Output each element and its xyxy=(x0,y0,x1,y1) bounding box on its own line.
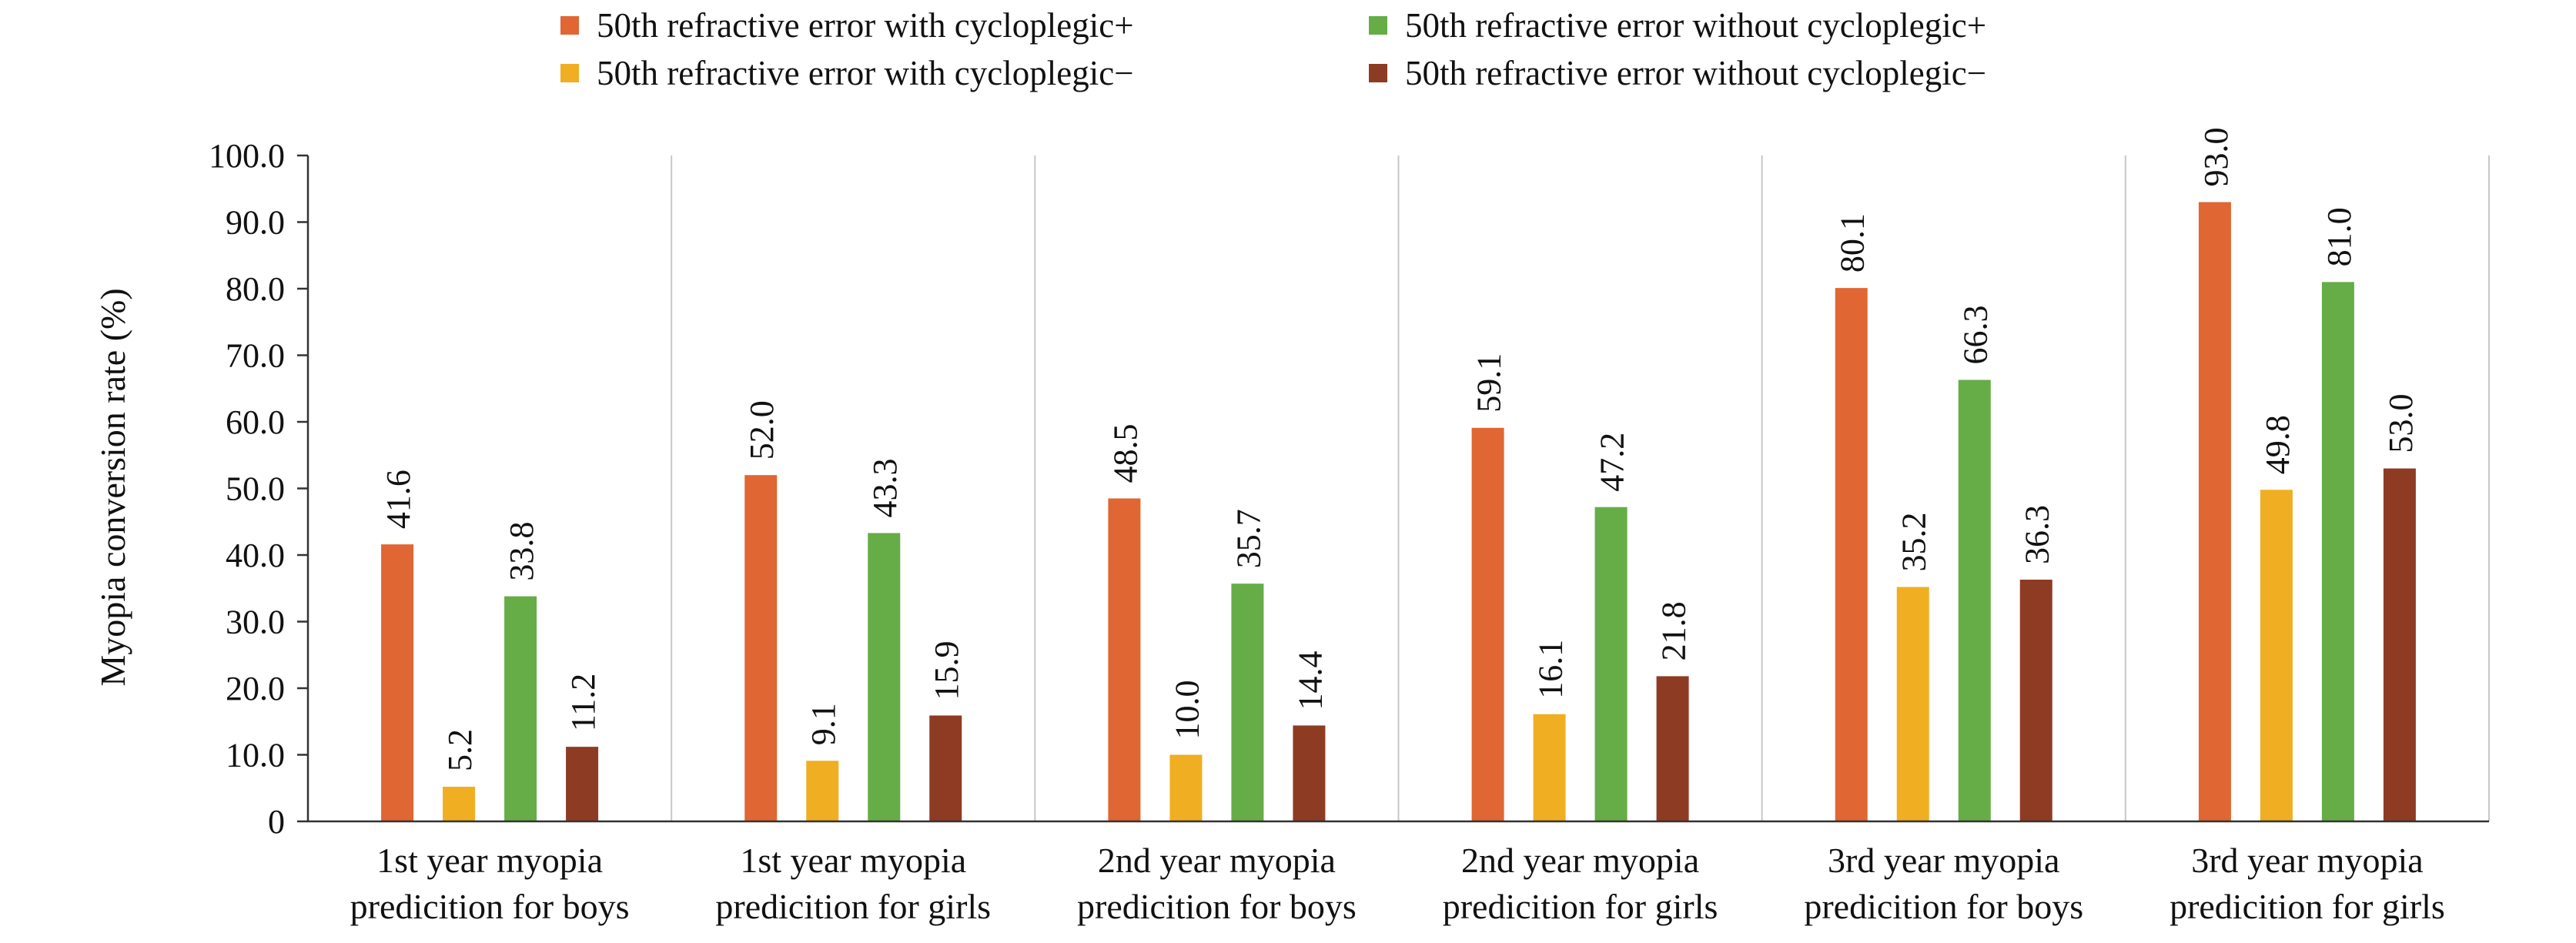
legend-label: 50th refractive error without cycloplegi… xyxy=(1405,54,1986,92)
category-label: 2nd year myopia predicition for girls xyxy=(1443,841,1718,926)
data-label: 49.8 xyxy=(2259,415,2297,474)
y-tick-label: 30.0 xyxy=(226,604,285,641)
bar xyxy=(1231,584,1264,821)
data-labels: 41.6 5.2 33.8 11.2 52.0 9.1 43.3 15.9 48.5 10.0 35… xyxy=(380,128,2420,771)
data-label: 36.3 xyxy=(2019,505,2056,564)
data-label: 5.2 xyxy=(441,729,479,771)
y-tick-label: 40.0 xyxy=(226,537,285,574)
category-label-line: 1st year myopia xyxy=(376,841,603,880)
bar xyxy=(443,787,476,821)
data-label: 15.9 xyxy=(928,640,965,700)
data-label: 11.2 xyxy=(564,674,602,731)
y-tick-labels: 0 10.0 20.0 30.0 40.0 50.0 60.0 70.0 80.0 90.0 100… xyxy=(209,137,285,841)
data-label: 41.6 xyxy=(380,470,417,529)
y-tick-label: 90.0 xyxy=(226,204,285,242)
category-label-line: predicition for boys xyxy=(350,887,630,926)
category-label-line: predicition for boys xyxy=(1804,887,2083,926)
category-label-line: 3rd year myopia xyxy=(1828,841,2059,880)
category-separators xyxy=(671,155,2490,821)
data-label: 48.5 xyxy=(1106,423,1144,483)
data-label: 10.0 xyxy=(1168,680,1206,740)
bar xyxy=(1896,587,1929,821)
legend-label: 50th refractive error with cycloplegic− xyxy=(597,54,1134,92)
data-label: 14.4 xyxy=(1291,650,1329,710)
category-label-line: 2nd year myopia xyxy=(1098,841,1336,880)
legend-swatch xyxy=(1369,64,1387,82)
bar xyxy=(2383,468,2416,821)
category-label-line: predicition for boys xyxy=(1077,887,1357,926)
bar xyxy=(1835,288,1868,821)
bar xyxy=(1594,507,1628,821)
axes xyxy=(297,154,2489,823)
y-tick-label: 100.0 xyxy=(209,137,285,175)
bar xyxy=(929,715,962,821)
y-tick-label: 80.0 xyxy=(226,270,285,308)
category-label: 1st year myopia predicition for girls xyxy=(715,841,991,926)
bar xyxy=(2019,580,2052,821)
bar xyxy=(504,596,537,821)
bar xyxy=(1108,498,1141,821)
y-tick-label: 50.0 xyxy=(226,470,285,508)
category-label: 3rd year myopia predicition for boys xyxy=(1804,841,2083,926)
bar xyxy=(2321,282,2354,822)
bar xyxy=(2260,490,2293,821)
legend-swatch xyxy=(560,64,579,82)
data-label: 47.2 xyxy=(1594,433,1631,492)
legend-label: 50th refractive error without cycloplegi… xyxy=(1405,6,1986,45)
category-label-line: 2nd year myopia xyxy=(1461,841,1699,880)
data-label: 81.0 xyxy=(2320,207,2358,266)
bar xyxy=(1471,427,1504,821)
bar xyxy=(868,533,901,821)
data-label: 93.0 xyxy=(2197,128,2235,187)
bar xyxy=(1656,676,1689,821)
data-label: 66.3 xyxy=(1957,306,1995,365)
data-label: 43.3 xyxy=(866,458,904,517)
data-label: 52.0 xyxy=(743,400,781,460)
bar xyxy=(1169,754,1203,821)
data-label: 16.1 xyxy=(1532,640,1570,699)
legend: 50th refractive error with cycloplegic+ 5… xyxy=(560,6,1986,92)
category-label-line: 1st year myopia xyxy=(740,841,966,880)
bar xyxy=(566,747,599,821)
y-tick-label: 20.0 xyxy=(226,670,285,707)
y-tick-label: 10.0 xyxy=(226,737,285,774)
category-label-line: predicition for girls xyxy=(2170,887,2445,926)
data-label: 21.8 xyxy=(1655,601,1693,660)
data-label: 59.1 xyxy=(1470,353,1508,413)
legend-swatch xyxy=(560,16,579,35)
bars xyxy=(381,202,2416,822)
legend-label: 50th refractive error with cycloplegic+ xyxy=(597,6,1134,45)
bar xyxy=(1533,714,1566,821)
category-label-line: predicition for girls xyxy=(715,887,991,926)
y-tick-label: 0 xyxy=(268,803,285,841)
data-label: 35.2 xyxy=(1895,513,1933,572)
bar xyxy=(2198,202,2231,821)
bar xyxy=(1958,380,1991,821)
data-label: 9.1 xyxy=(805,703,842,745)
bar xyxy=(381,544,414,821)
y-tick-label: 70.0 xyxy=(226,337,285,375)
y-axis-title: Myopia conversion rate (%) xyxy=(93,288,132,686)
category-label: 3rd year myopia predicition for girls xyxy=(2170,841,2445,926)
bar xyxy=(1293,725,1326,821)
data-label: 33.8 xyxy=(503,522,540,581)
bar xyxy=(744,475,778,821)
bar xyxy=(806,761,839,821)
category-label: 1st year myopia predicition for boys xyxy=(350,841,630,926)
y-tick-label: 60.0 xyxy=(226,403,285,441)
data-label: 80.1 xyxy=(1834,213,1872,273)
category-label: 2nd year myopia predicition for boys xyxy=(1077,841,1357,926)
data-label: 53.0 xyxy=(2382,394,2420,453)
data-label: 35.7 xyxy=(1229,509,1267,568)
category-label-line: predicition for girls xyxy=(1443,887,1718,926)
category-label-line: 3rd year myopia xyxy=(2191,841,2423,880)
legend-swatch xyxy=(1369,16,1387,35)
